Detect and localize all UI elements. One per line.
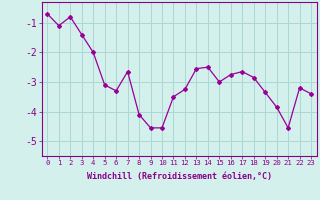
X-axis label: Windchill (Refroidissement éolien,°C): Windchill (Refroidissement éolien,°C) <box>87 172 272 181</box>
